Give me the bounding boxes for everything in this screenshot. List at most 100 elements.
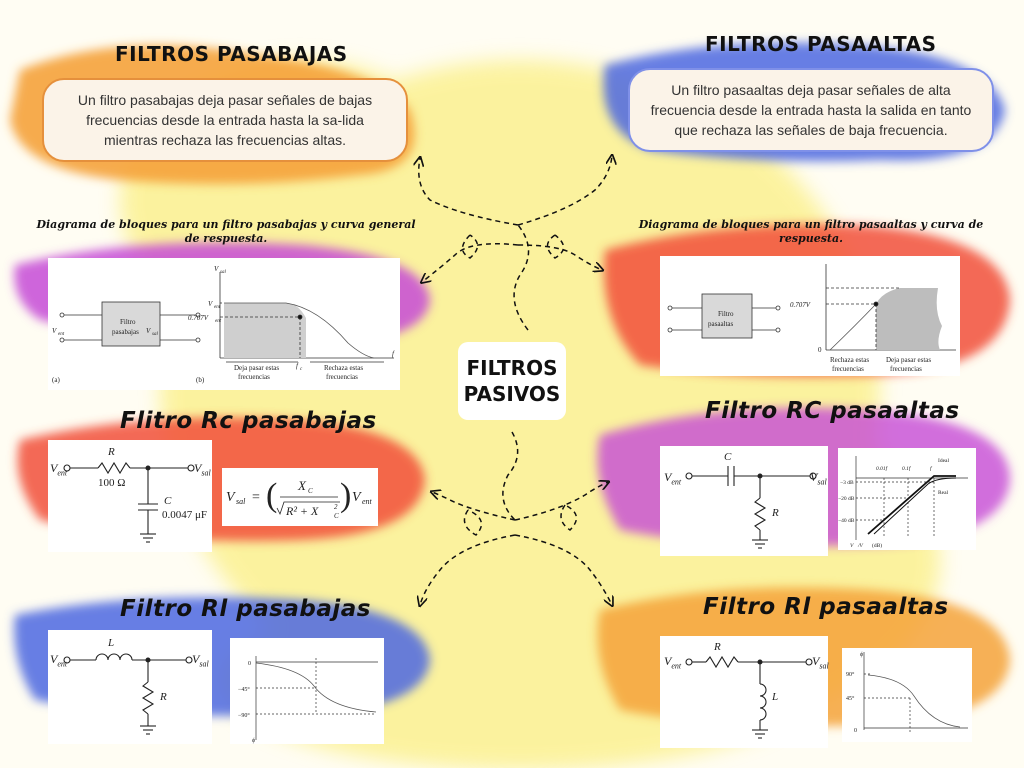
center-line2: PASIVOS xyxy=(463,382,561,406)
bode-ideal: Ideal xyxy=(938,458,949,464)
lp-yaxis: V xyxy=(214,265,219,273)
formula-lhs: V xyxy=(226,490,236,505)
rl-lp-vout-label: Vsal xyxy=(192,652,209,669)
rc-hp-c: C xyxy=(724,451,732,463)
highpass-description: Un filtro pasaaltas deja pasar señales d… xyxy=(628,68,994,152)
rl-hp-vout-label: Vsal xyxy=(812,654,829,671)
formula-num: X xyxy=(297,478,307,493)
rc-highpass-bode: 0.01f 0.1f f Ideal Real −3 dB −20 dB −40… xyxy=(838,448,976,550)
rc-lp-c-val: 0.0047 μF xyxy=(162,509,207,521)
lp-fc: f xyxy=(296,362,299,370)
hp-rej2: frecuencias xyxy=(832,365,864,373)
rl-lp-zero: 0 xyxy=(248,661,251,667)
lowpass-block-diagram: Filtro pasabajas V ent V sal (a) (b) V s… xyxy=(48,258,400,390)
center-line1: FILTROS xyxy=(466,356,558,380)
rl-lp-d90: −90° xyxy=(238,712,250,719)
rl-highpass-phase: 90° 45° 0 ϕ xyxy=(842,648,972,742)
lp-vout: V xyxy=(146,327,151,335)
rl-lp-phi: ϕ xyxy=(252,738,255,744)
rl-lp-r: R xyxy=(159,691,167,703)
bode-xlabel: V xyxy=(850,543,854,549)
rc-lp-r: R xyxy=(107,446,115,458)
bode-t1: 0.01f xyxy=(876,465,889,472)
lp-label-b: (b) xyxy=(196,376,205,384)
bode-d40: −40 dB xyxy=(838,518,855,524)
bottom-stem xyxy=(502,431,519,521)
lp-f: f xyxy=(392,350,395,358)
bode-t2: 0.1f xyxy=(902,465,912,472)
inductor-symbol xyxy=(95,653,133,661)
rc-lp-vin-label: Vent xyxy=(50,461,68,478)
rc-hp-r: R xyxy=(771,507,779,519)
rl-lp-d45: −45° xyxy=(238,686,250,693)
lowpass-description: Un filtro pasabajas deja pasar señales d… xyxy=(42,78,408,162)
lp-vent: V xyxy=(208,300,213,308)
rl-hp-r: R xyxy=(713,641,721,653)
rl-hp-d45: 45° xyxy=(846,695,855,702)
highpass-block-diagram: Filtro pasaaltas 0.707V 0 Rechaza estas … xyxy=(660,256,960,376)
rc-highpass-title: Filtro RC pasaaltas xyxy=(705,398,960,424)
rl-lowpass-phase: 0 −45° −90° ϕ xyxy=(230,638,384,744)
rl-hp-vin-label: Vent xyxy=(664,654,682,671)
resistor-symbol xyxy=(97,461,131,475)
rc-highpass-circuit: C R xyxy=(660,446,828,556)
lp-vin: V xyxy=(52,327,57,335)
vout-formula: V sal = ( X C R² + X C 2 ) V ent xyxy=(222,468,378,526)
formula-rhs: V xyxy=(352,490,362,505)
lp-box-label2: pasabajas xyxy=(112,328,139,336)
bode-t3: f xyxy=(930,465,933,472)
lp-pass1: Deja pasar estas xyxy=(234,364,279,372)
rl-highpass-title: Filtro Rl pasaaltas xyxy=(703,594,949,620)
rc-lowpass-title: Flitro Rc pasabajas xyxy=(120,408,377,434)
bode-xlabel2: /V xyxy=(857,543,864,549)
svg-text:=: = xyxy=(252,490,260,505)
rl-hp-zero: 0 xyxy=(854,728,857,734)
bode-xlabel3: (dB) xyxy=(872,542,882,549)
hp-zero: 0 xyxy=(818,346,822,354)
bode-real: Real xyxy=(938,490,949,496)
highpass-block-caption: Diagrama de bloques para un filtro pasaa… xyxy=(638,218,984,245)
lp-vent-sub: ent xyxy=(214,305,221,310)
formula-den-sup: 2 xyxy=(334,503,338,511)
lowpass-title: FILTROS PASABAJAS xyxy=(115,42,348,66)
formula-rhs-sub: ent xyxy=(362,497,373,506)
lp-level: 0.707V xyxy=(188,314,209,322)
top-stem xyxy=(513,224,530,331)
rc-hp-vout-label: Vsal xyxy=(810,470,827,487)
highpass-title: FILTROS PASAALTAS xyxy=(705,32,937,56)
hp-box-label1: Filtro xyxy=(718,310,734,318)
svg-text:(: ( xyxy=(266,477,277,514)
rl-hp-l: L xyxy=(771,691,778,703)
hp-box-label2: pasaaltas xyxy=(708,320,734,328)
formula-lhs-sub: sal xyxy=(236,497,246,506)
formula-den: R² + X xyxy=(285,504,319,518)
lp-box-label1: Filtro xyxy=(120,318,136,326)
hp-rej1: Rechaza estas xyxy=(830,356,869,364)
bode-d3: −3 dB xyxy=(840,480,854,486)
lp-pass2: frecuencias xyxy=(238,373,270,381)
hp-level: 0.707V xyxy=(790,301,811,309)
rl-lp-vin-label: Vent xyxy=(50,652,68,669)
formula-den-sub: C xyxy=(334,512,339,520)
rl-lowpass-circuit: L R xyxy=(48,630,212,744)
hp-pass1: Deja pasar estas xyxy=(886,356,931,364)
center-node: FILTROS PASIVOS xyxy=(458,342,566,420)
inductor-symbol xyxy=(759,683,767,721)
lp-vin-sub: ent xyxy=(58,332,65,337)
rl-hp-phi: ϕ xyxy=(860,652,863,658)
rl-lowpass-title: Filtro Rl pasabajas xyxy=(120,596,371,622)
bode-d20: −20 dB xyxy=(838,496,855,502)
rc-hp-vin-label: Vent xyxy=(664,470,682,487)
lowpass-block-caption: Diagrama de bloques para un filtro pasab… xyxy=(36,218,416,245)
resistor-symbol xyxy=(753,497,767,531)
lp-yaxis-sub: sal xyxy=(220,270,226,275)
rc-lowpass-circuit: R 100 Ω C 0.0047 μF xyxy=(48,440,212,552)
rc-lp-vout-label: Vsal xyxy=(194,461,211,478)
hp-pass2: frecuencias xyxy=(890,365,922,373)
rl-lp-l: L xyxy=(107,637,114,649)
lp-level-sub: ent xyxy=(215,319,222,324)
hp-filter-box xyxy=(701,293,753,339)
lp-vout-sub: sal xyxy=(152,332,158,337)
lp-label-a: (a) xyxy=(52,376,60,384)
